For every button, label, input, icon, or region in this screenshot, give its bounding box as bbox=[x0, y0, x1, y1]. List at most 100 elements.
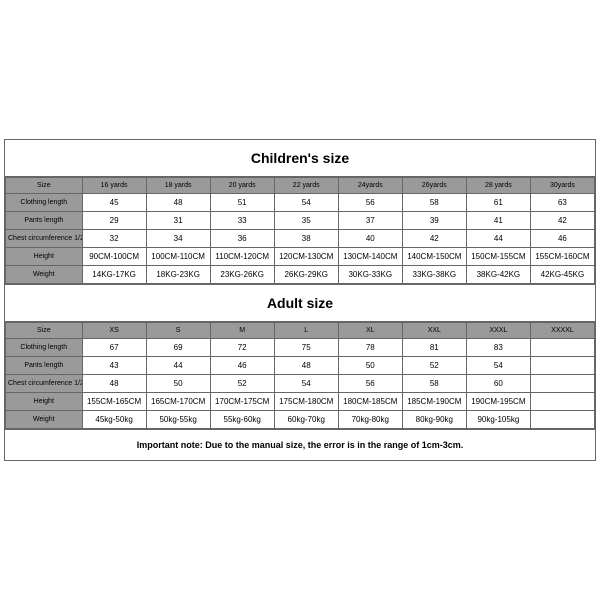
cell: 100CM-110CM bbox=[146, 248, 210, 266]
row-label: Pants length bbox=[6, 357, 83, 375]
cell: 58 bbox=[402, 194, 466, 212]
cell: 90CM-100CM bbox=[82, 248, 146, 266]
cell: 46 bbox=[530, 230, 594, 248]
cell: 54 bbox=[274, 375, 338, 393]
cell: 90kg-105kg bbox=[466, 411, 530, 429]
col-header: 30yards bbox=[530, 178, 594, 194]
size-chart: Children's size Size 16 yards 18 yards 2… bbox=[4, 139, 596, 461]
table-row: Weight 14KG-17KG 18KG-23KG 23KG-26KG 26K… bbox=[6, 266, 595, 284]
cell: 44 bbox=[466, 230, 530, 248]
cell: 140CM-150CM bbox=[402, 248, 466, 266]
cell: 58 bbox=[402, 375, 466, 393]
col-header: 26yards bbox=[402, 178, 466, 194]
cell: 81 bbox=[402, 339, 466, 357]
cell: 14KG-17KG bbox=[82, 266, 146, 284]
cell: 40 bbox=[338, 230, 402, 248]
cell: 45kg-50kg bbox=[82, 411, 146, 429]
cell: 70kg-80kg bbox=[338, 411, 402, 429]
cell: 44 bbox=[146, 357, 210, 375]
cell: 165CM-170CM bbox=[146, 393, 210, 411]
cell: 42 bbox=[530, 212, 594, 230]
cell bbox=[530, 375, 594, 393]
row-label: Weight bbox=[6, 266, 83, 284]
col-header: XXL bbox=[402, 323, 466, 339]
col-header: L bbox=[274, 323, 338, 339]
col-header: Size bbox=[6, 178, 83, 194]
children-table: Size 16 yards 18 yards 20 yards 22 yards… bbox=[5, 177, 595, 284]
cell: 37 bbox=[338, 212, 402, 230]
cell: 56 bbox=[338, 375, 402, 393]
cell: 61 bbox=[466, 194, 530, 212]
table-row: Clothing length 67 69 72 75 78 81 83 bbox=[6, 339, 595, 357]
cell: 34 bbox=[146, 230, 210, 248]
cell: 33KG-38KG bbox=[402, 266, 466, 284]
cell: 80kg-90kg bbox=[402, 411, 466, 429]
adult-title: Adult size bbox=[5, 284, 595, 322]
cell: 63 bbox=[530, 194, 594, 212]
table-row: Height 90CM-100CM 100CM-110CM 110CM-120C… bbox=[6, 248, 595, 266]
cell: 56 bbox=[338, 194, 402, 212]
table-row: Pants length 43 44 46 48 50 52 54 bbox=[6, 357, 595, 375]
cell bbox=[530, 357, 594, 375]
table-row: Weight 45kg-50kg 50kg-55kg 55kg-60kg 60k… bbox=[6, 411, 595, 429]
cell: 32 bbox=[82, 230, 146, 248]
cell: 50 bbox=[338, 357, 402, 375]
cell: 29 bbox=[82, 212, 146, 230]
cell: 110CM-120CM bbox=[210, 248, 274, 266]
cell: 155CM-165CM bbox=[82, 393, 146, 411]
row-label: Weight bbox=[6, 411, 83, 429]
cell: 48 bbox=[82, 375, 146, 393]
cell: 52 bbox=[210, 375, 274, 393]
cell: 36 bbox=[210, 230, 274, 248]
col-header: XXXXL bbox=[530, 323, 594, 339]
col-header: 28 yards bbox=[466, 178, 530, 194]
col-header: M bbox=[210, 323, 274, 339]
row-label: Clothing length bbox=[6, 339, 83, 357]
cell: 46 bbox=[210, 357, 274, 375]
col-header: Size bbox=[6, 323, 83, 339]
cell: 72 bbox=[210, 339, 274, 357]
cell: 31 bbox=[146, 212, 210, 230]
cell: 150CM-155CM bbox=[466, 248, 530, 266]
cell: 155CM-160CM bbox=[530, 248, 594, 266]
cell: 18KG-23KG bbox=[146, 266, 210, 284]
table-row: Chest circumference 1/2 48 50 52 54 56 5… bbox=[6, 375, 595, 393]
cell: 30KG-33KG bbox=[338, 266, 402, 284]
col-header: 24yards bbox=[338, 178, 402, 194]
row-label: Chest circumference 1/2 bbox=[6, 375, 83, 393]
cell: 48 bbox=[274, 357, 338, 375]
cell: 60kg-70kg bbox=[274, 411, 338, 429]
cell: 42 bbox=[402, 230, 466, 248]
cell: 33 bbox=[210, 212, 274, 230]
cell: 50kg-55kg bbox=[146, 411, 210, 429]
children-header-row: Size 16 yards 18 yards 20 yards 22 yards… bbox=[6, 178, 595, 194]
cell: 190CM-195CM bbox=[466, 393, 530, 411]
cell: 185CM-190CM bbox=[402, 393, 466, 411]
cell: 41 bbox=[466, 212, 530, 230]
col-header: 16 yards bbox=[82, 178, 146, 194]
adult-table: Size XS S M L XL XXL XXXL XXXXL Clothing… bbox=[5, 322, 595, 429]
cell bbox=[530, 411, 594, 429]
col-header: XS bbox=[82, 323, 146, 339]
row-label: Height bbox=[6, 248, 83, 266]
cell: 35 bbox=[274, 212, 338, 230]
cell: 67 bbox=[82, 339, 146, 357]
row-label: Pants length bbox=[6, 212, 83, 230]
cell: 42KG-45KG bbox=[530, 266, 594, 284]
cell: 51 bbox=[210, 194, 274, 212]
table-row: Chest circumference 1/2 32 34 36 38 40 4… bbox=[6, 230, 595, 248]
important-note: Important note: Due to the manual size, … bbox=[5, 429, 595, 460]
cell: 170CM-175CM bbox=[210, 393, 274, 411]
cell: 50 bbox=[146, 375, 210, 393]
table-row: Clothing length 45 48 51 54 56 58 61 63 bbox=[6, 194, 595, 212]
cell: 38 bbox=[274, 230, 338, 248]
cell: 45 bbox=[82, 194, 146, 212]
table-row: Height 155CM-165CM 165CM-170CM 170CM-175… bbox=[6, 393, 595, 411]
cell: 54 bbox=[274, 194, 338, 212]
cell: 180CM-185CM bbox=[338, 393, 402, 411]
cell: 43 bbox=[82, 357, 146, 375]
col-header: XL bbox=[338, 323, 402, 339]
row-label: Height bbox=[6, 393, 83, 411]
cell: 23KG-26KG bbox=[210, 266, 274, 284]
children-title: Children's size bbox=[5, 140, 595, 177]
